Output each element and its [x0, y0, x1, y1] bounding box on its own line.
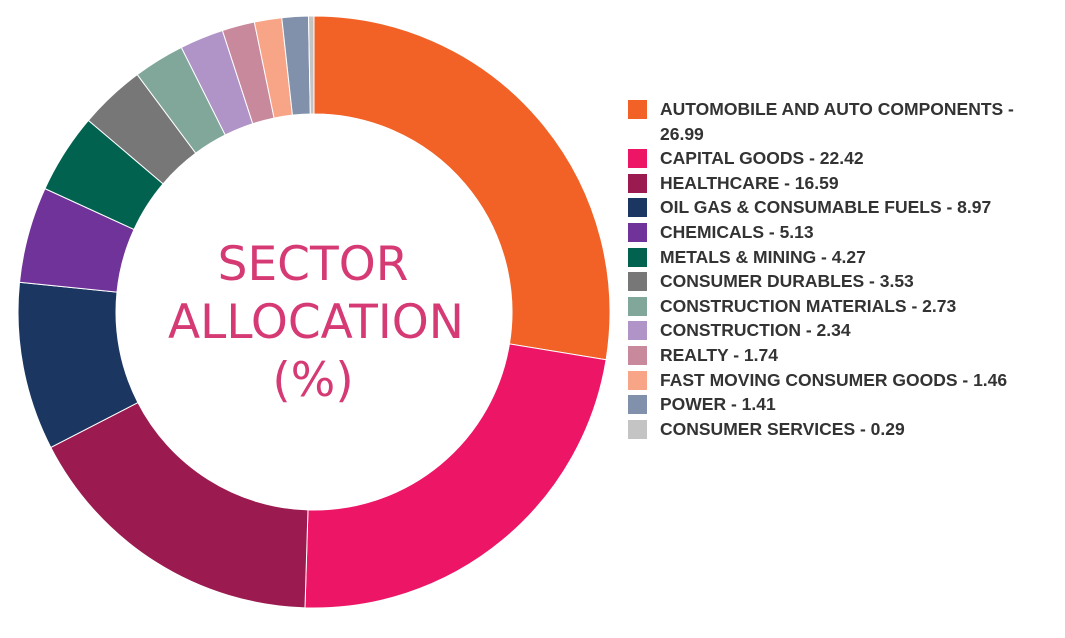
legend-label-0: AUTOMOBILE AND AUTO COMPONENTS - 26.99: [660, 99, 1014, 144]
legend-item-1: CAPITAL GOODS - 22.42: [628, 146, 1058, 171]
legend-label-3: OIL GAS & CONSUMABLE FUELS - 8.97: [660, 197, 992, 218]
legend-swatch-9: [628, 345, 647, 365]
donut-slice-1: [304, 343, 607, 609]
legend-item-5: METALS & MINING - 4.27: [628, 245, 1058, 270]
legend-item-2: HEALTHCARE - 16.59: [628, 171, 1058, 196]
legend-item-4: CHEMICALS - 5.13: [628, 220, 1058, 245]
legend-swatch-7: [628, 296, 647, 316]
legend-item-10: FAST MOVING CONSUMER GOODS - 1.46: [628, 368, 1058, 393]
donut-slice-2: [50, 401, 309, 609]
legend-swatch-12: [628, 419, 647, 439]
legend-item-9: REALTY - 1.74: [628, 343, 1058, 368]
legend-label-11: POWER - 1.41: [660, 394, 776, 415]
legend-item-7: CONSTRUCTION MATERIALS - 2.73: [628, 294, 1058, 319]
legend-label-9: REALTY - 1.74: [660, 344, 778, 365]
legend-item-3: OIL GAS & CONSUMABLE FUELS - 8.97: [628, 195, 1058, 220]
legend-label-2: HEALTHCARE - 16.59: [660, 172, 839, 193]
legend-swatch-1: [628, 149, 647, 169]
legend-label-6: CONSUMER DURABLES - 3.53: [660, 271, 914, 292]
legend-swatch-4: [628, 222, 647, 242]
legend-item-0: AUTOMOBILE AND AUTO COMPONENTS - 26.99: [628, 97, 1058, 146]
legend-item-6: CONSUMER DURABLES - 3.53: [628, 269, 1058, 294]
donut-slice-0: [313, 15, 611, 361]
legend-swatch-0: [628, 100, 647, 119]
legend-item-8: CONSTRUCTION - 2.34: [628, 318, 1058, 343]
legend-swatch-8: [628, 321, 647, 341]
legend-label-5: METALS & MINING - 4.27: [660, 246, 866, 267]
legend-swatch-10: [628, 370, 647, 390]
center-title-line-1: SECTOR: [217, 237, 409, 292]
legend-label-7: CONSTRUCTION MATERIALS - 2.73: [660, 295, 957, 316]
legend-label-1: CAPITAL GOODS - 22.42: [660, 148, 864, 169]
donut-chart: [17, 15, 611, 609]
legend-item-12: CONSUMER SERVICES - 0.29: [628, 417, 1058, 442]
legend-label-10: FAST MOVING CONSUMER GOODS - 1.46: [660, 369, 1008, 390]
legend-label-8: CONSTRUCTION - 2.34: [660, 320, 851, 341]
center-title-line-2: ALLOCATION: [168, 295, 464, 350]
legend-swatch-5: [628, 247, 647, 267]
center-title-line-3: (%): [272, 353, 354, 408]
legend: AUTOMOBILE AND AUTO COMPONENTS - 26.99 CA…: [628, 97, 1058, 441]
legend-swatch-11: [628, 395, 647, 415]
legend-label-12: CONSUMER SERVICES - 0.29: [660, 418, 905, 439]
legend-swatch-2: [628, 173, 647, 193]
donut-slice-12: [307, 15, 315, 115]
legend-swatch-3: [628, 198, 647, 218]
center-title: SECTOR ALLOCATION (%): [168, 236, 464, 410]
legend-swatch-6: [628, 272, 647, 292]
legend-label-4: CHEMICALS - 5.13: [660, 221, 814, 242]
legend-item-11: POWER - 1.41: [628, 392, 1058, 417]
